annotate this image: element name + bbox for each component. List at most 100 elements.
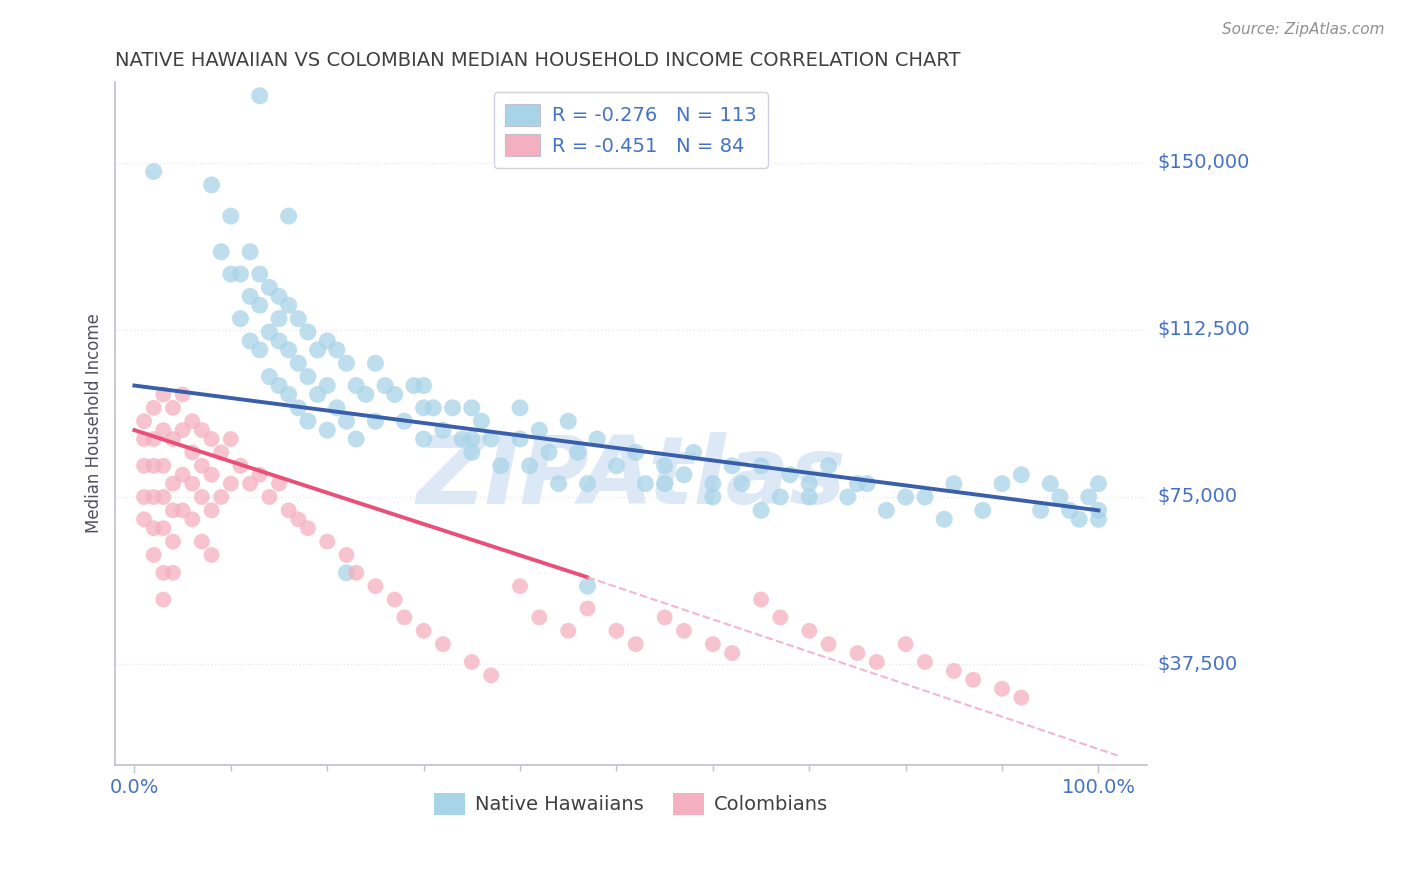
Point — [297, 521, 319, 535]
Point — [461, 401, 484, 415]
Point — [1039, 476, 1062, 491]
Point — [654, 610, 676, 624]
Point — [200, 178, 222, 192]
Point — [402, 378, 425, 392]
Text: $112,500: $112,500 — [1157, 320, 1250, 339]
Point — [181, 512, 204, 526]
Point — [384, 592, 406, 607]
Point — [1010, 467, 1032, 482]
Point — [866, 655, 889, 669]
Point — [249, 298, 271, 312]
Point — [972, 503, 994, 517]
Point — [200, 503, 222, 517]
Point — [267, 334, 290, 348]
Point — [1069, 512, 1091, 526]
Point — [259, 325, 281, 339]
Point — [152, 521, 174, 535]
Point — [277, 503, 299, 517]
Point — [624, 637, 647, 651]
Point — [172, 423, 194, 437]
Point — [654, 458, 676, 473]
Point — [229, 458, 252, 473]
Point — [132, 414, 155, 428]
Point — [191, 490, 214, 504]
Point — [162, 503, 184, 517]
Point — [702, 637, 724, 651]
Point — [432, 423, 454, 437]
Point — [509, 401, 531, 415]
Point — [162, 401, 184, 415]
Point — [749, 592, 772, 607]
Point — [181, 445, 204, 459]
Point — [576, 476, 599, 491]
Point — [529, 423, 551, 437]
Point — [162, 476, 184, 491]
Point — [412, 432, 434, 446]
Point — [132, 458, 155, 473]
Point — [1087, 476, 1109, 491]
Point — [142, 548, 165, 562]
Point — [837, 490, 859, 504]
Point — [277, 343, 299, 357]
Point — [344, 432, 367, 446]
Point — [239, 244, 262, 259]
Point — [672, 467, 695, 482]
Point — [1077, 490, 1099, 504]
Point — [316, 378, 339, 392]
Point — [412, 624, 434, 638]
Point — [682, 445, 704, 459]
Point — [422, 401, 444, 415]
Point — [172, 66, 194, 80]
Point — [702, 490, 724, 504]
Point — [509, 432, 531, 446]
Point — [181, 476, 204, 491]
Point — [219, 476, 242, 491]
Point — [779, 467, 801, 482]
Point — [991, 681, 1014, 696]
Text: NATIVE HAWAIIAN VS COLOMBIAN MEDIAN HOUSEHOLD INCOME CORRELATION CHART: NATIVE HAWAIIAN VS COLOMBIAN MEDIAN HOUS… — [115, 51, 960, 70]
Text: $75,000: $75,000 — [1157, 488, 1237, 507]
Point — [394, 610, 416, 624]
Point — [364, 414, 387, 428]
Point — [132, 432, 155, 446]
Point — [769, 490, 792, 504]
Point — [432, 637, 454, 651]
Point — [537, 445, 560, 459]
Text: ZIPAtlas: ZIPAtlas — [416, 432, 846, 524]
Point — [605, 624, 627, 638]
Point — [799, 490, 821, 504]
Point — [267, 476, 290, 491]
Point — [749, 503, 772, 517]
Point — [209, 244, 232, 259]
Point — [277, 298, 299, 312]
Point — [894, 490, 917, 504]
Point — [259, 280, 281, 294]
Point — [576, 601, 599, 615]
Point — [297, 414, 319, 428]
Point — [335, 548, 357, 562]
Point — [335, 566, 357, 580]
Point — [287, 512, 309, 526]
Point — [875, 503, 897, 517]
Point — [162, 534, 184, 549]
Point — [335, 414, 357, 428]
Point — [307, 343, 329, 357]
Point — [799, 624, 821, 638]
Point — [354, 387, 377, 401]
Point — [316, 334, 339, 348]
Point — [152, 592, 174, 607]
Point — [267, 378, 290, 392]
Point — [172, 467, 194, 482]
Point — [335, 356, 357, 370]
Point — [239, 476, 262, 491]
Point — [1087, 503, 1109, 517]
Point — [547, 476, 569, 491]
Point — [316, 423, 339, 437]
Point — [200, 467, 222, 482]
Point — [1049, 490, 1071, 504]
Point — [287, 401, 309, 415]
Point — [162, 432, 184, 446]
Point — [634, 476, 657, 491]
Point — [441, 401, 464, 415]
Point — [557, 414, 579, 428]
